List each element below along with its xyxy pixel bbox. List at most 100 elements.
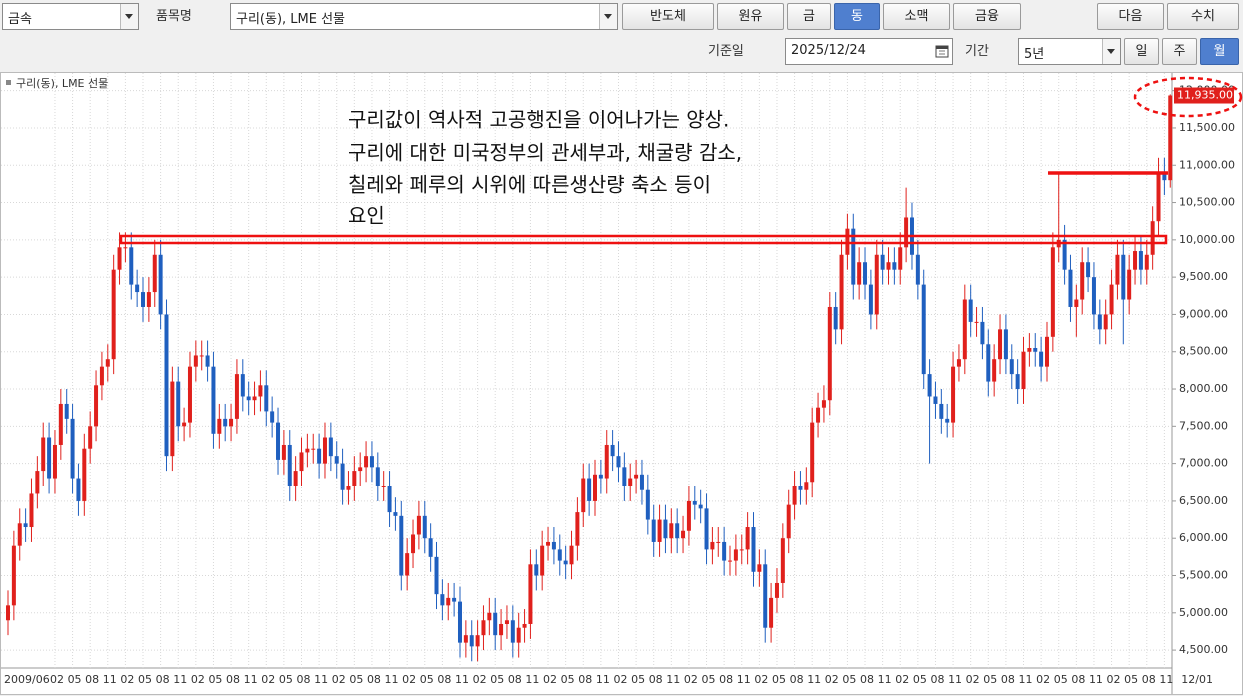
- candle-body: [663, 519, 668, 539]
- item-button[interactable]: 소맥: [883, 3, 950, 30]
- interval-button[interactable]: 월: [1200, 38, 1239, 65]
- candle-body: [821, 400, 826, 408]
- period-select[interactable]: 5년: [1018, 38, 1121, 65]
- candle-body: [563, 560, 568, 565]
- x-tick-label: 08: [1142, 673, 1156, 686]
- values-button[interactable]: 수치: [1167, 3, 1239, 30]
- category-select[interactable]: 금속: [2, 3, 139, 30]
- candle-body: [229, 418, 234, 427]
- candle-body: [1103, 314, 1108, 330]
- candle-body: [305, 448, 310, 453]
- candle-body: [675, 523, 680, 539]
- interval-button[interactable]: 일: [1124, 38, 1159, 65]
- candle-body: [722, 541, 727, 561]
- candle-body: [780, 538, 785, 583]
- candle-body: [593, 474, 597, 501]
- item-button[interactable]: 원유: [717, 3, 784, 30]
- annotation-line: 구리값이 역사적 고공행진을 이어나가는 양상.: [348, 108, 729, 132]
- x-tick-label: 08: [930, 673, 944, 686]
- candle-body: [58, 403, 63, 445]
- x-tick-label: 05: [68, 673, 82, 686]
- candle-body: [557, 549, 562, 561]
- interval-button[interactable]: 주: [1162, 38, 1197, 65]
- x-tick-label: 02: [895, 673, 909, 686]
- candle-body: [223, 418, 228, 427]
- candle-body: [369, 456, 374, 468]
- y-tick-label: 5,500.00: [1179, 569, 1228, 582]
- candle-body: [64, 403, 69, 419]
- x-tick-label: 05: [631, 673, 645, 686]
- x-tick-label: 02: [754, 673, 768, 686]
- candle-body: [927, 374, 932, 397]
- date-input[interactable]: 2025/12/24: [785, 38, 953, 65]
- x-tick-label: 11: [666, 673, 680, 686]
- candle-body: [639, 474, 644, 490]
- candle-body: [951, 366, 956, 423]
- candle-body: [915, 254, 920, 285]
- candle-body: [346, 485, 351, 490]
- x-tick-label: 05: [772, 673, 786, 686]
- candle-body: [240, 374, 245, 397]
- candle-body: [698, 504, 703, 509]
- item-select[interactable]: 구리(동), LME 선물: [230, 3, 618, 30]
- candle-body: [94, 385, 99, 427]
- x-tick-label: 02: [473, 673, 487, 686]
- item-button[interactable]: 동: [834, 3, 880, 30]
- x-tick-label: 08: [578, 673, 592, 686]
- candle-body: [463, 635, 468, 643]
- candle-body: [1097, 314, 1102, 330]
- x-tick-label: 05: [208, 673, 222, 686]
- candle-body: [845, 228, 850, 255]
- last-price-box: [1174, 87, 1234, 104]
- candle-body: [1162, 172, 1167, 181]
- candle-body: [1027, 348, 1032, 352]
- candle-body: [774, 582, 779, 598]
- period-label: 기간: [965, 44, 989, 59]
- candle-body: [622, 467, 627, 486]
- candle-body: [411, 534, 416, 554]
- candle-body: [340, 463, 345, 490]
- candle-body: [1015, 374, 1020, 390]
- candle-body: [499, 623, 504, 636]
- candle-body: [29, 493, 34, 528]
- candle-body: [939, 403, 944, 419]
- candle-body: [569, 545, 574, 565]
- candle-body: [381, 485, 386, 487]
- x-tick-label: 11: [525, 673, 539, 686]
- next-button[interactable]: 다음: [1097, 3, 1164, 30]
- x-tick-label: 11: [314, 673, 328, 686]
- chart: 구리(동), LME 선물 구리값이 역사적 고공행진을 이어나가는 양상. 구…: [0, 72, 1243, 695]
- candle-body: [546, 541, 551, 546]
- candle-body: [686, 500, 691, 531]
- candle-body: [1039, 351, 1044, 367]
- y-tick-label: 10,000.00: [1179, 233, 1235, 246]
- item-button[interactable]: 금융: [953, 3, 1021, 30]
- candle-body: [375, 467, 380, 486]
- x-tick-label: 02: [825, 673, 839, 686]
- candle-body: [1133, 251, 1138, 270]
- candle-body: [146, 292, 151, 307]
- y-tick-label: 8,500.00: [1179, 345, 1228, 358]
- x-tick-label: 02: [402, 673, 416, 686]
- x-tick-label: 05: [983, 673, 997, 686]
- candle-body: [704, 508, 709, 550]
- candle-body: [469, 635, 474, 647]
- candle-body: [839, 254, 844, 330]
- candle-body: [422, 515, 427, 539]
- candle-body: [516, 627, 521, 643]
- candle-body: [1044, 336, 1049, 367]
- candle-body: [886, 262, 891, 270]
- candle-body: [628, 478, 633, 486]
- candle-body: [393, 512, 398, 516]
- x-tick-label: 02: [1036, 673, 1050, 686]
- x-tick-label: 11: [103, 673, 117, 686]
- candle-body: [733, 549, 738, 561]
- item-button[interactable]: 반도체: [622, 3, 714, 30]
- x-tick-label: 08: [790, 673, 804, 686]
- item-button[interactable]: 금: [787, 3, 831, 30]
- x-tick-label: 02: [120, 673, 134, 686]
- candle-body: [35, 471, 40, 494]
- candle-body: [998, 329, 1003, 360]
- candle-body: [551, 541, 556, 550]
- candle-body: [956, 359, 961, 367]
